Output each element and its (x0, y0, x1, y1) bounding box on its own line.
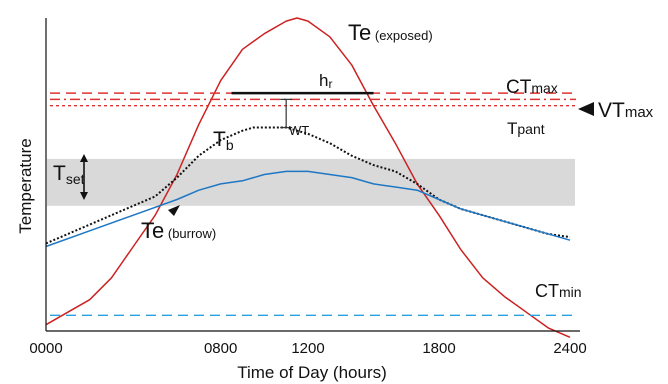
tset-band (47, 158, 575, 206)
te-burrow-arrow-icon (168, 205, 180, 216)
x-tick-label: 1800 (422, 340, 455, 357)
vtmax-arrow-icon (578, 102, 594, 116)
series-line-tb (45, 126, 571, 245)
series-line-te-burrow (45, 170, 571, 248)
series-layer (45, 17, 571, 338)
label-tpant: Tpant (507, 119, 545, 138)
x-tick-label: 1200 (291, 340, 324, 357)
label-tb: Tb (213, 128, 234, 153)
series-line-te-exposed (45, 17, 571, 338)
label-ctmin: CTmin (535, 281, 582, 301)
tset-double-arrow-icon (80, 154, 88, 200)
label-te-exposed: Te (exposed) (348, 20, 433, 45)
x-axis-title: Time of Day (hours) (237, 363, 387, 382)
label-te-exposed-sub: (exposed) (371, 28, 432, 43)
x-tick-label: 2400 (553, 340, 586, 357)
x-tick-label: 0800 (204, 340, 237, 357)
x-tick-labels: 0000 0800 1200 1800 2400 (29, 340, 586, 357)
label-ctmax: CTmax (506, 77, 558, 98)
label-vtmax: VTmax (598, 99, 654, 122)
wt-marker (280, 98, 293, 129)
y-axis-title: Temperature (16, 138, 35, 233)
x-tick-label: 0000 (29, 340, 62, 357)
label-wt: WT (289, 123, 309, 138)
label-hr: hr (319, 71, 332, 91)
label-te-burrow: Te (burrow) (141, 218, 216, 243)
